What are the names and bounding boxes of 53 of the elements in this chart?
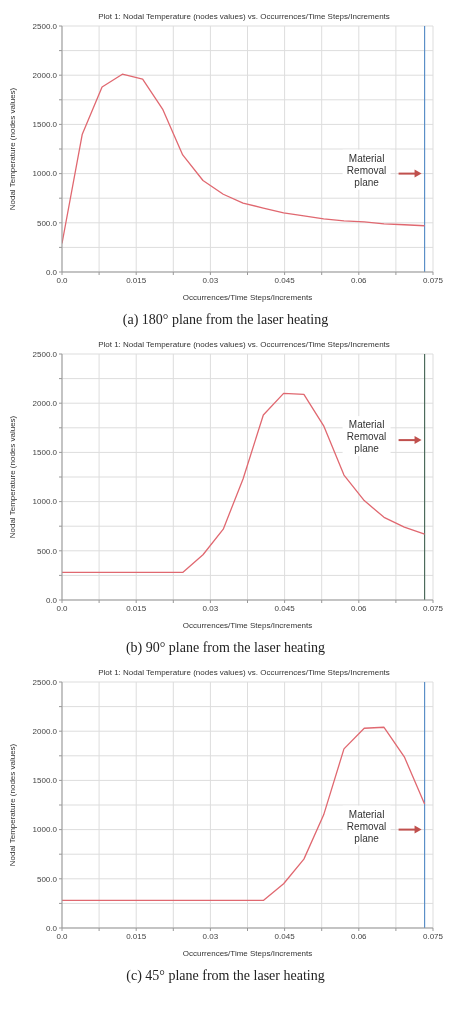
y-tick-label: 1000.0 [32,169,58,179]
text: (c) 45° plane from the laser heating [125,968,326,984]
y-tick-label: 2500.0 [32,349,58,359]
x-tick-label: 0.045 [274,931,296,941]
annotation: Material Removal plane [346,419,387,455]
x-axis-title: Occurrences/Time Steps/Increments [182,293,313,302]
chart-title: Plot 1: Nodal Temperature (nodes values) vs. Occurrences/Time Steps/Increments [98,668,390,677]
y-tick-label: 500.0 [36,874,58,884]
y-tick-label: 1500.0 [32,448,58,458]
text: (b) 90° plane from the laser heating [124,640,327,656]
y-tick-label: 2500.0 [32,21,58,31]
y-tick-label: 1500.0 [32,120,58,130]
line-series [62,392,426,574]
x-tick-label: 0.075 [422,275,444,285]
x-tick-label: 0.075 [422,603,444,613]
y-tick-label: 2000.0 [32,727,58,737]
y-tick-label: 0.0 [45,595,58,605]
x-tick-label: 0.06 [351,603,368,613]
line-series [62,726,426,902]
x-tick-label: 0.03 [202,603,219,613]
y-tick-label: 1000.0 [32,497,58,507]
x-tick-label: 0.045 [274,603,296,613]
x-tick-label: 0.0 [56,931,69,941]
y-tick-label: 0.0 [45,923,58,933]
y-tick-label: 2000.0 [32,399,58,409]
x-tick-label: 0.045 [274,275,296,285]
y-tick-label: 0.0 [45,267,58,277]
annotation: Material Removal plane [346,152,387,188]
x-tick-label: 0.06 [351,275,368,285]
x-tick-label: 0.0 [56,275,69,285]
x-tick-label: 0.03 [202,931,219,941]
y-tick-label: 2000.0 [32,71,58,81]
y-tick-label: 500.0 [36,218,58,228]
annotation: Material Removal plane [346,808,387,844]
x-axis-title: Occurrences/Time Steps/Increments [182,949,313,958]
text: (a) 180° plane from the laser heating [121,312,330,328]
y-axis-title: Nodal Temperature (nodes values) [7,415,17,539]
x-tick-label: 0.0 [56,603,69,613]
x-tick-label: 0.03 [202,275,219,285]
y-tick-label: 1500.0 [32,776,58,786]
x-tick-label: 0.015 [126,275,147,285]
x-tick-label: 0.015 [126,931,147,941]
y-axis-title: Nodal Temperature (nodes values) [7,87,17,211]
y-axis-title: Nodal Temperature (nodes values) [7,743,17,867]
y-tick-label: 1000.0 [32,825,58,835]
chart-title: Plot 1: Nodal Temperature (nodes values) vs. Occurrences/Time Steps/Increments [98,12,390,21]
x-axis-title: Occurrences/Time Steps/Increments [182,621,313,630]
chart-title: Plot 1: Nodal Temperature (nodes values) vs. Occurrences/Time Steps/Increments [98,340,390,349]
y-tick-label: 2500.0 [32,677,58,687]
x-tick-label: 0.015 [126,603,147,613]
y-tick-label: 500.0 [36,546,58,556]
x-tick-label: 0.075 [422,931,444,941]
x-tick-label: 0.06 [351,931,368,941]
